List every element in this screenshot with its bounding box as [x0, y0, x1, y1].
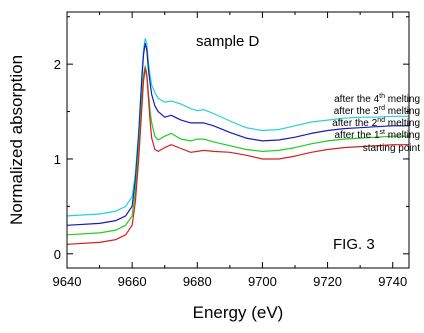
x-tick-label: 9700 [248, 274, 277, 289]
y-tick-label: 1 [54, 152, 61, 167]
series-lines [66, 37, 409, 245]
series-line-1 [66, 42, 409, 226]
series-line-3 [66, 68, 409, 245]
series-label-2: after the 2nd melting [332, 117, 420, 129]
y-tick-label: 2 [54, 57, 61, 72]
series-label-4: starting point [363, 143, 420, 154]
x-tick-label: 9720 [313, 274, 342, 289]
x-tick-label: 9680 [183, 274, 212, 289]
x-tick-label: 9660 [118, 274, 147, 289]
x-tick-label: 9740 [378, 274, 407, 289]
series-label-1: after the 3rd melting [334, 105, 420, 117]
y-tick-label: 0 [54, 247, 61, 262]
axis-ticks [66, 12, 409, 268]
tick-labels: 9640 9660 9680 9700 9720 9740 0 1 2 [53, 57, 408, 289]
series-line-2 [66, 65, 409, 236]
chart-title: sample D [196, 33, 260, 50]
x-tick-label: 9640 [53, 274, 82, 289]
plot-frame [66, 11, 410, 269]
series-label-0: after the 4th melting [334, 93, 420, 105]
series-label-3: after the 1st melting [335, 129, 421, 141]
y-axis-label: Normalized absorption [7, 55, 26, 225]
figure-label: FIG. 3 [333, 236, 375, 253]
x-axis-label: Energy (eV) [193, 303, 284, 322]
